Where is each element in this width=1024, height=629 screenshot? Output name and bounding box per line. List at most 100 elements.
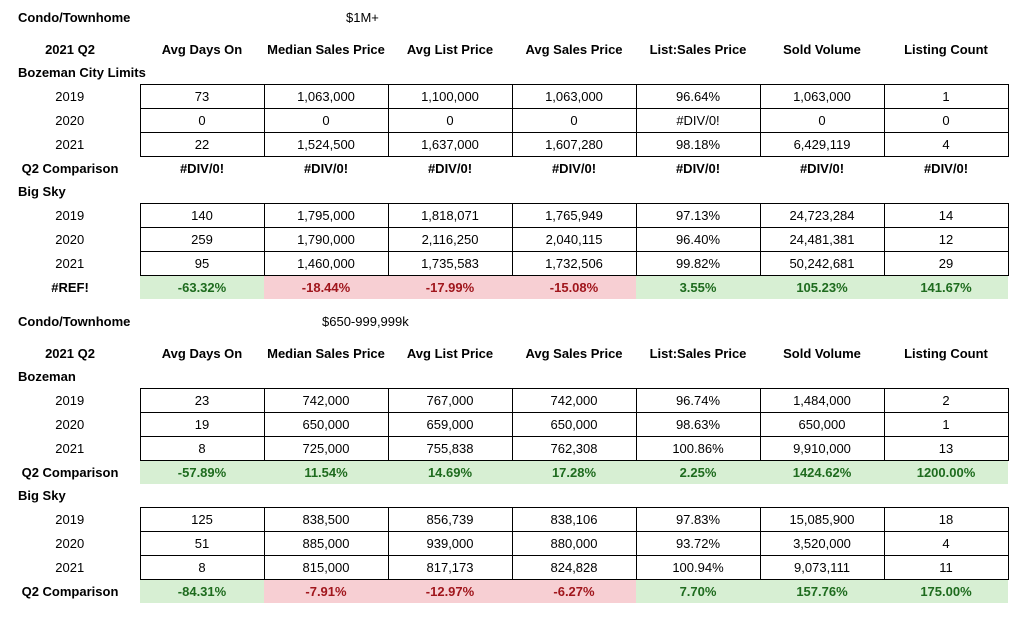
table-cell[interactable]: 96.40%	[635, 227, 761, 252]
table-cell[interactable]: 23	[139, 388, 265, 413]
table-cell[interactable]: 0	[883, 108, 1009, 133]
table-cell[interactable]: 650,000	[511, 412, 637, 437]
comparison-cell[interactable]: 14.69%	[388, 460, 512, 484]
table-cell[interactable]: 140	[139, 203, 265, 228]
table-cell[interactable]: 0	[387, 108, 513, 133]
comparison-cell[interactable]: -57.89%	[140, 460, 264, 484]
table-cell[interactable]: 96.64%	[635, 84, 761, 109]
table-cell[interactable]: 885,000	[263, 531, 389, 556]
comparison-cell[interactable]: 175.00%	[884, 579, 1008, 603]
comparison-cell[interactable]: #DIV/0!	[923, 161, 969, 176]
table-cell[interactable]: 4	[883, 132, 1009, 157]
table-cell[interactable]: 50,242,681	[759, 251, 885, 276]
table-cell[interactable]: 1,484,000	[759, 388, 885, 413]
table-cell[interactable]: 19	[139, 412, 265, 437]
comparison-cell[interactable]: #DIV/0!	[799, 161, 845, 176]
comparison-cell[interactable]: -84.31%	[140, 579, 264, 603]
table-cell[interactable]: 97.13%	[635, 203, 761, 228]
table-cell[interactable]: 100.86%	[635, 436, 761, 461]
table-cell[interactable]: 125	[139, 507, 265, 532]
table-cell[interactable]: 29	[883, 251, 1009, 276]
table-cell[interactable]: 4	[883, 531, 1009, 556]
table-cell[interactable]: 6,429,119	[759, 132, 885, 157]
table-cell[interactable]: 24,481,381	[759, 227, 885, 252]
table-cell[interactable]: 817,173	[387, 555, 513, 580]
table-cell[interactable]: 51	[139, 531, 265, 556]
table-cell[interactable]: 12	[883, 227, 1009, 252]
comparison-cell[interactable]: #DIV/0!	[303, 161, 349, 176]
table-cell[interactable]: 93.72%	[635, 531, 761, 556]
table-cell[interactable]: 1,524,500	[263, 132, 389, 157]
comparison-cell[interactable]: 157.76%	[760, 579, 884, 603]
table-cell[interactable]: 11	[883, 555, 1009, 580]
table-cell[interactable]: 1,790,000	[263, 227, 389, 252]
table-cell[interactable]: 259	[139, 227, 265, 252]
table-cell[interactable]: 1	[883, 412, 1009, 437]
table-cell[interactable]: 1,735,583	[387, 251, 513, 276]
table-cell[interactable]: 0	[139, 108, 265, 133]
comparison-cell[interactable]: -18.44%	[264, 275, 388, 299]
table-cell[interactable]: 14	[883, 203, 1009, 228]
table-cell[interactable]: 98.63%	[635, 412, 761, 437]
table-cell[interactable]: 1,607,280	[511, 132, 637, 157]
comparison-cell[interactable]: -7.91%	[264, 579, 388, 603]
table-cell[interactable]: 8	[139, 555, 265, 580]
table-cell[interactable]: 2	[883, 388, 1009, 413]
comparison-cell[interactable]: #DIV/0!	[427, 161, 473, 176]
table-cell[interactable]: 1,637,000	[387, 132, 513, 157]
table-cell[interactable]: 99.82%	[635, 251, 761, 276]
table-cell[interactable]: 73	[139, 84, 265, 109]
table-cell[interactable]: 15,085,900	[759, 507, 885, 532]
table-cell[interactable]: 97.83%	[635, 507, 761, 532]
table-cell[interactable]: 1,765,949	[511, 203, 637, 228]
table-cell[interactable]: 1	[883, 84, 1009, 109]
table-cell[interactable]: 650,000	[759, 412, 885, 437]
comparison-cell[interactable]: 1424.62%	[760, 460, 884, 484]
table-cell[interactable]: 96.74%	[635, 388, 761, 413]
comparison-cell[interactable]: -12.97%	[388, 579, 512, 603]
table-cell[interactable]: 880,000	[511, 531, 637, 556]
table-cell[interactable]: 824,828	[511, 555, 637, 580]
comparison-cell[interactable]: #DIV/0!	[675, 161, 721, 176]
table-cell[interactable]: 856,739	[387, 507, 513, 532]
table-cell[interactable]: 1,063,000	[263, 84, 389, 109]
table-cell[interactable]: 9,073,111	[759, 555, 885, 580]
table-cell[interactable]: 100.94%	[635, 555, 761, 580]
table-cell[interactable]: 755,838	[387, 436, 513, 461]
table-cell[interactable]: 1,818,071	[387, 203, 513, 228]
table-cell[interactable]: 659,000	[387, 412, 513, 437]
table-cell[interactable]: 815,000	[263, 555, 389, 580]
table-cell[interactable]: 13	[883, 436, 1009, 461]
table-cell[interactable]: 2,116,250	[387, 227, 513, 252]
table-cell[interactable]: 742,000	[263, 388, 389, 413]
comparison-cell[interactable]: -6.27%	[512, 579, 636, 603]
table-cell[interactable]: 1,795,000	[263, 203, 389, 228]
comparison-cell[interactable]: -63.32%	[140, 275, 264, 299]
table-cell[interactable]: 725,000	[263, 436, 389, 461]
comparison-cell[interactable]: #DIV/0!	[551, 161, 597, 176]
table-cell[interactable]: 1,063,000	[759, 84, 885, 109]
comparison-cell[interactable]: 3.55%	[636, 275, 760, 299]
table-cell[interactable]: 1,063,000	[511, 84, 637, 109]
table-cell[interactable]: 1,460,000	[263, 251, 389, 276]
table-cell[interactable]: 1,100,000	[387, 84, 513, 109]
table-cell[interactable]: 762,308	[511, 436, 637, 461]
table-cell[interactable]: 8	[139, 436, 265, 461]
table-cell[interactable]: 3,520,000	[759, 531, 885, 556]
table-cell[interactable]: 95	[139, 251, 265, 276]
table-cell[interactable]: 24,723,284	[759, 203, 885, 228]
table-cell[interactable]: 742,000	[511, 388, 637, 413]
table-cell[interactable]: 1,732,506	[511, 251, 637, 276]
table-cell[interactable]: 0	[759, 108, 885, 133]
comparison-cell[interactable]: 141.67%	[884, 275, 1008, 299]
table-cell[interactable]: #DIV/0!	[635, 108, 761, 133]
table-cell[interactable]: 650,000	[263, 412, 389, 437]
table-cell[interactable]: 22	[139, 132, 265, 157]
comparison-cell[interactable]: 11.54%	[264, 460, 388, 484]
table-cell[interactable]: 838,106	[511, 507, 637, 532]
table-cell[interactable]: 767,000	[387, 388, 513, 413]
comparison-cell[interactable]: -15.08%	[512, 275, 636, 299]
table-cell[interactable]: 18	[883, 507, 1009, 532]
comparison-cell[interactable]: #DIV/0!	[179, 161, 225, 176]
comparison-cell[interactable]: 105.23%	[760, 275, 884, 299]
